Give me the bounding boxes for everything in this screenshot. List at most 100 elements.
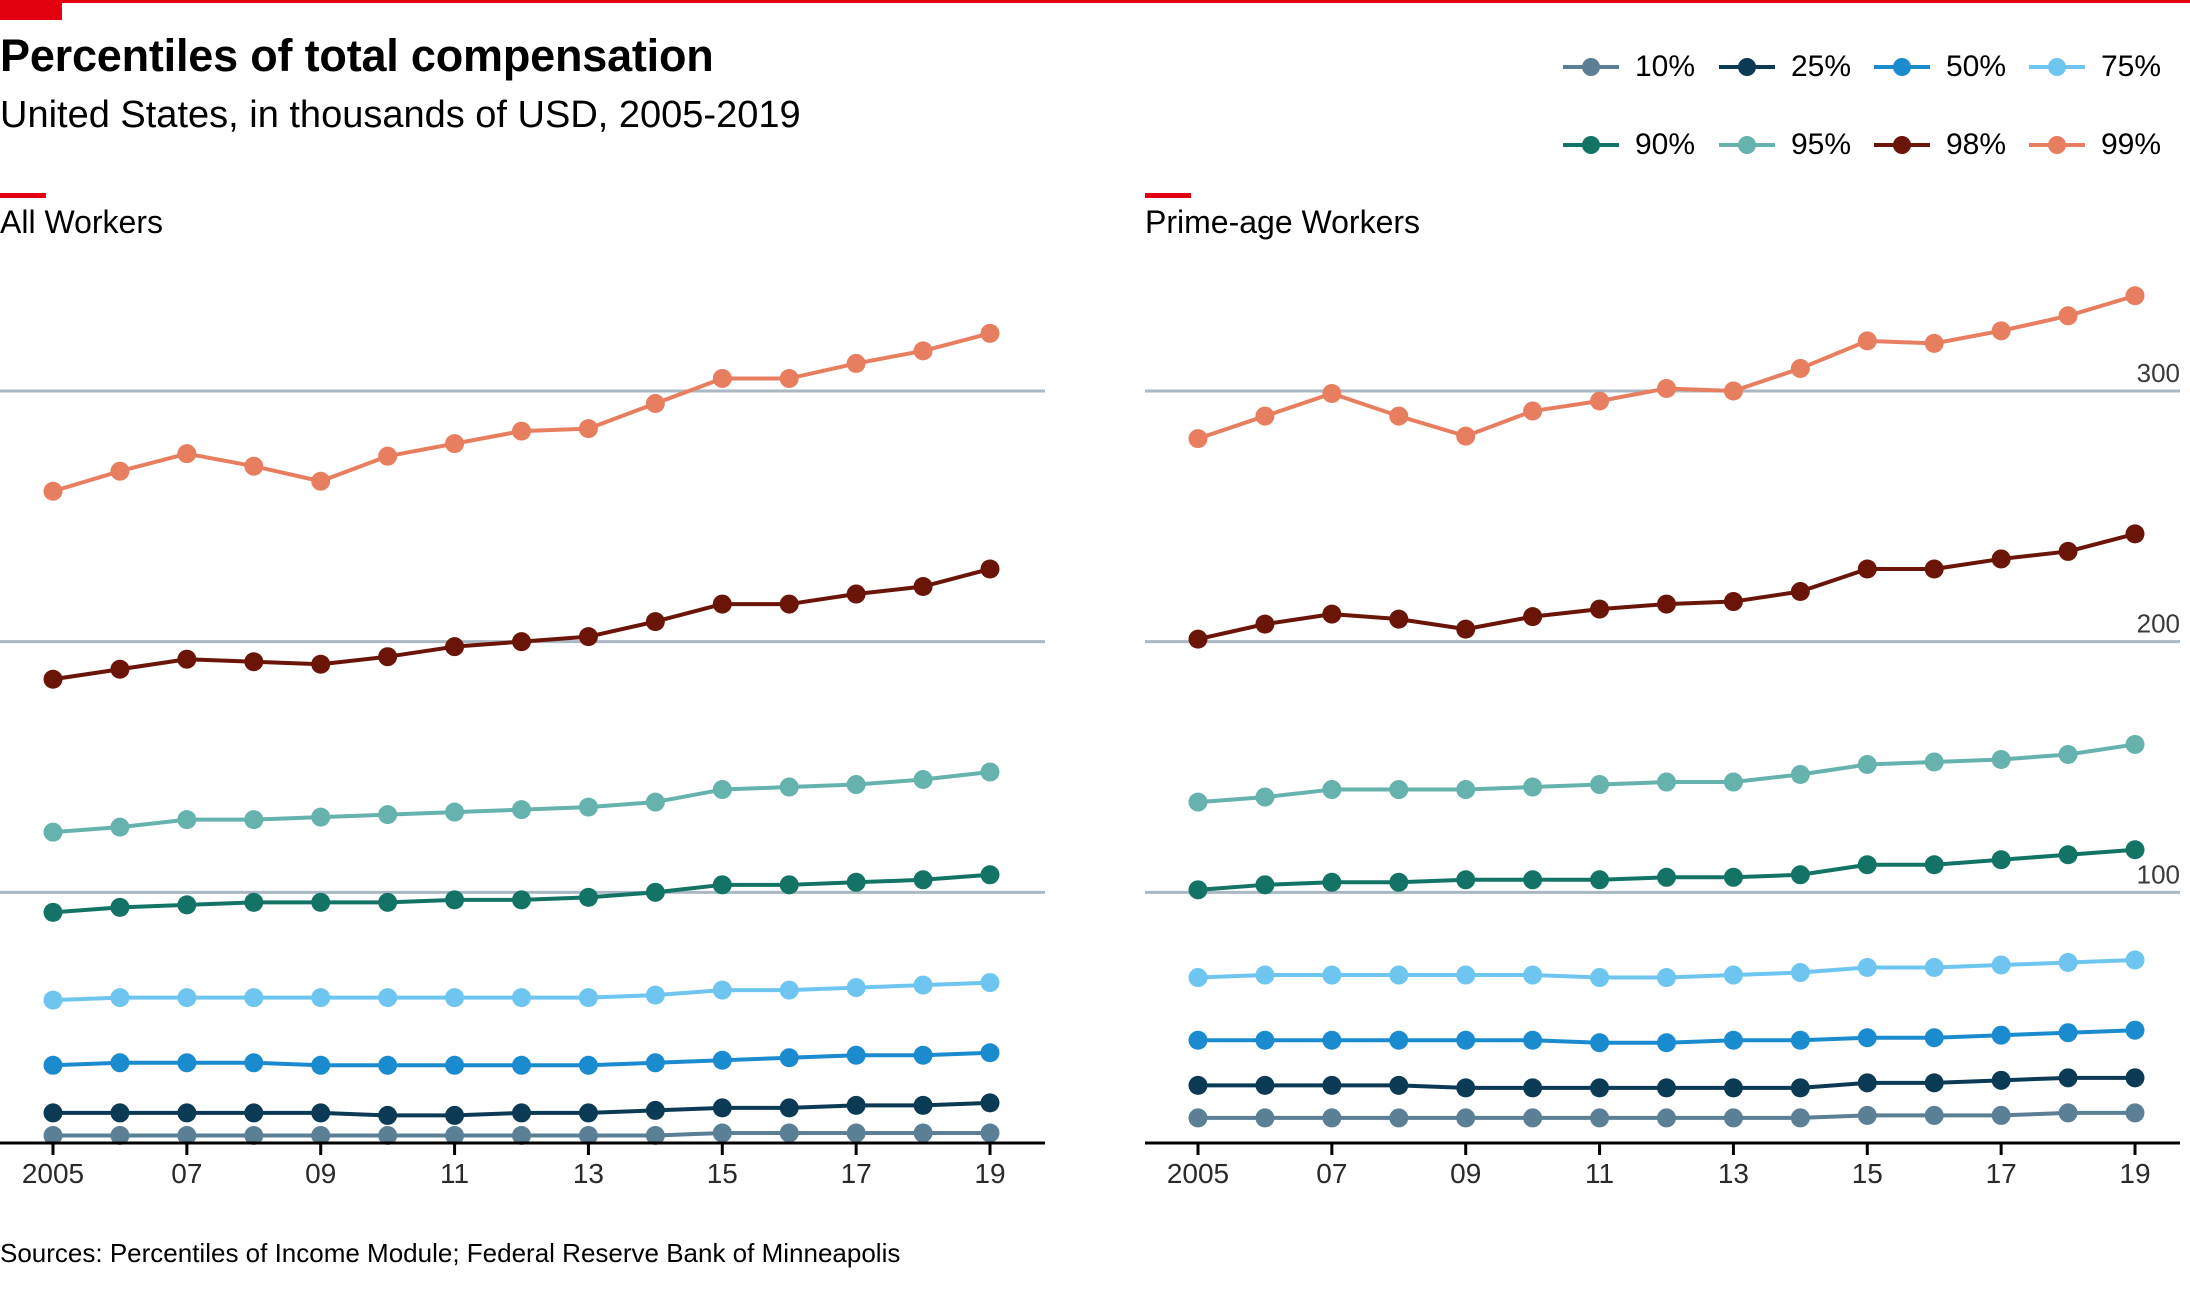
data-point <box>1723 592 1743 612</box>
panel-title-prime-age: Prime-age Workers <box>1145 204 1421 240</box>
data-point <box>1456 1108 1476 1128</box>
data-point <box>1322 384 1342 404</box>
data-point <box>1590 775 1610 795</box>
data-point <box>445 1125 465 1145</box>
data-point <box>1790 1108 1810 1128</box>
data-point <box>512 1103 531 1123</box>
legend-marker-icon <box>2029 58 2085 76</box>
data-point <box>1188 629 1208 649</box>
data-point <box>1991 749 2011 769</box>
panel-accent-right <box>1145 193 1191 198</box>
x-tick-label: 2005 <box>1167 1158 1229 1189</box>
legend-marker-icon <box>1563 136 1619 154</box>
data-point <box>244 1103 264 1123</box>
x-tick-label: 15 <box>1852 1158 1883 1189</box>
top-accent-block <box>0 0 62 20</box>
data-point <box>1857 855 1877 875</box>
data-point <box>645 1100 665 1120</box>
data-point <box>1456 965 1476 985</box>
data-point <box>1924 958 1944 978</box>
data-point <box>1590 1033 1610 1053</box>
data-point <box>846 1123 866 1143</box>
legend-item-25[interactable]: 25% <box>1717 50 1851 84</box>
legend-marker-icon <box>1719 58 1775 76</box>
data-point <box>1857 958 1877 978</box>
data-point <box>645 882 665 902</box>
data-point <box>2058 845 2078 865</box>
data-point <box>378 805 398 825</box>
data-point <box>1322 1108 1342 1128</box>
data-point <box>1790 765 1810 785</box>
data-point <box>779 777 799 797</box>
data-point <box>1322 780 1342 800</box>
legend-item-99[interactable]: 99% <box>2027 128 2161 162</box>
data-point <box>2058 744 2078 764</box>
legend-marker-icon <box>2029 136 2085 154</box>
data-point <box>779 1123 799 1143</box>
x-tick-label: 17 <box>841 1158 872 1189</box>
data-point <box>244 652 264 672</box>
data-point <box>1389 406 1409 426</box>
data-point <box>244 988 264 1008</box>
legend-item-90[interactable]: 90% <box>1561 128 1695 162</box>
x-tick-label: 11 <box>1585 1158 1614 1189</box>
data-point <box>445 890 465 910</box>
legend-item-10[interactable]: 10% <box>1561 50 1695 84</box>
data-point <box>913 770 933 790</box>
data-point <box>2125 840 2145 860</box>
legend-item-98[interactable]: 98% <box>1872 128 2006 162</box>
data-point <box>1924 1073 1944 1093</box>
data-point <box>1523 401 1543 421</box>
data-point <box>43 669 63 689</box>
legend-label: 50% <box>1946 50 2007 83</box>
legend-item-95[interactable]: 95% <box>1717 128 1851 162</box>
data-point <box>779 1048 799 1068</box>
data-point <box>1924 333 1944 353</box>
data-point <box>512 800 531 820</box>
data-point <box>177 810 197 830</box>
data-point <box>445 434 465 454</box>
data-point <box>378 988 398 1008</box>
data-point <box>445 988 465 1008</box>
data-point <box>445 1105 465 1125</box>
data-point <box>1322 965 1342 985</box>
data-point <box>712 594 732 614</box>
x-tick-label: 15 <box>707 1158 738 1189</box>
x-tick-label: 09 <box>1450 1158 1481 1189</box>
data-point <box>311 654 331 674</box>
x-tick-label: 19 <box>2119 1158 2150 1189</box>
data-point <box>1255 1108 1275 1128</box>
data-point <box>512 632 531 652</box>
data-point <box>1188 968 1208 988</box>
data-point <box>1523 965 1543 985</box>
data-point <box>846 978 866 998</box>
data-point <box>1389 872 1409 892</box>
series-line-98 <box>1197 531 2136 642</box>
data-point <box>1991 955 2011 975</box>
legend-item-75[interactable]: 75% <box>2027 50 2161 84</box>
data-point <box>244 456 264 476</box>
data-point <box>2058 1068 2078 1088</box>
data-point <box>1590 391 1610 411</box>
data-point <box>1790 963 1810 983</box>
data-point <box>1188 429 1208 449</box>
data-point <box>1255 787 1275 807</box>
data-point <box>110 817 130 837</box>
data-point <box>2058 1023 2078 1043</box>
data-point <box>311 1125 331 1145</box>
data-point <box>578 988 598 1008</box>
legend-item-50[interactable]: 50% <box>1872 50 2006 84</box>
legend-label: 95% <box>1791 128 1852 161</box>
data-point <box>913 577 933 597</box>
data-point <box>2125 1068 2145 1088</box>
data-point <box>980 1123 1000 1143</box>
data-point <box>1456 1030 1476 1050</box>
data-point <box>1991 850 2011 870</box>
data-point <box>712 1123 732 1143</box>
data-point <box>378 1055 398 1075</box>
data-point <box>512 421 531 441</box>
data-point <box>177 988 197 1008</box>
data-point <box>43 1103 63 1123</box>
x-tick-label: 07 <box>171 1158 202 1189</box>
